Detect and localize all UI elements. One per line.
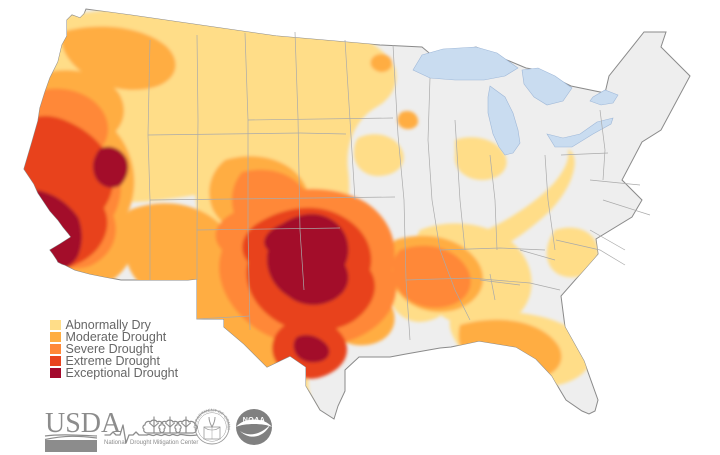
svg-text:Drought Mitigation Center: Drought Mitigation Center	[130, 440, 198, 446]
svg-text:NOAA: NOAA	[243, 417, 266, 424]
svg-text:National: National	[104, 440, 126, 446]
